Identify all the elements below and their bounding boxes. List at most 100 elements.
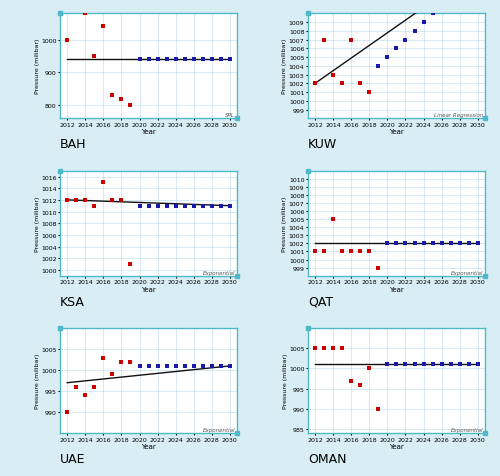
Point	[474, 240, 482, 248]
Point	[208, 202, 216, 210]
Point	[392, 240, 400, 248]
Point	[136, 56, 143, 64]
Point	[366, 365, 374, 373]
Point	[180, 56, 188, 64]
Point	[82, 197, 90, 204]
Point	[100, 23, 108, 31]
Point	[356, 381, 364, 388]
Point	[384, 240, 392, 248]
Point	[72, 383, 80, 391]
Point	[126, 261, 134, 268]
X-axis label: Year: Year	[389, 443, 404, 449]
Point	[144, 362, 152, 370]
Point	[172, 362, 179, 370]
Point	[72, 0, 80, 5]
Point	[464, 361, 472, 368]
Point	[348, 377, 356, 385]
X-axis label: Year: Year	[141, 129, 156, 135]
Point	[118, 358, 126, 366]
Point	[438, 361, 446, 368]
Point	[144, 56, 152, 64]
Point	[63, 408, 71, 416]
Point	[190, 56, 198, 64]
Point	[392, 361, 400, 368]
Point	[402, 361, 409, 368]
Point	[402, 37, 409, 44]
Point	[338, 248, 346, 256]
Point	[374, 405, 382, 413]
Point	[63, 197, 71, 204]
Point	[108, 197, 116, 204]
Point	[320, 248, 328, 256]
Point	[329, 71, 337, 79]
Point	[199, 56, 207, 64]
Point	[348, 37, 356, 44]
Point	[217, 202, 225, 210]
Point	[180, 202, 188, 210]
Point	[392, 45, 400, 53]
Point	[162, 362, 170, 370]
Point	[438, 240, 446, 248]
Point	[402, 240, 409, 248]
Point	[410, 240, 418, 248]
Point	[82, 392, 90, 399]
Point	[446, 361, 454, 368]
Y-axis label: Pressure (milibar): Pressure (milibar)	[282, 39, 288, 94]
Point	[108, 371, 116, 378]
Point	[199, 202, 207, 210]
Y-axis label: Pressure (milibar): Pressure (milibar)	[34, 353, 40, 408]
Point	[90, 53, 98, 60]
Point	[208, 56, 216, 64]
Text: Exponential: Exponential	[203, 270, 235, 275]
Point	[154, 56, 162, 64]
Point	[356, 248, 364, 256]
Point	[384, 361, 392, 368]
X-axis label: Year: Year	[141, 286, 156, 292]
Point	[162, 202, 170, 210]
Point	[338, 345, 346, 352]
Point	[208, 362, 216, 370]
Text: BAH: BAH	[60, 138, 86, 151]
Point	[366, 248, 374, 256]
Point	[329, 345, 337, 352]
Text: KSA: KSA	[60, 295, 85, 308]
Point	[217, 362, 225, 370]
Point	[456, 240, 464, 248]
Point	[144, 202, 152, 210]
Point	[118, 197, 126, 204]
Point	[226, 202, 234, 210]
Point	[226, 362, 234, 370]
Point	[410, 361, 418, 368]
Point	[311, 248, 319, 256]
Point	[338, 80, 346, 88]
Point	[126, 102, 134, 110]
Point	[410, 28, 418, 36]
Point	[126, 358, 134, 366]
Y-axis label: Pressure (milibar): Pressure (milibar)	[282, 353, 288, 408]
Point	[217, 56, 225, 64]
Point	[90, 383, 98, 391]
Point	[348, 248, 356, 256]
Point	[420, 361, 428, 368]
Point	[162, 56, 170, 64]
Text: OMAN: OMAN	[308, 452, 346, 465]
X-axis label: Year: Year	[389, 129, 404, 135]
Point	[190, 362, 198, 370]
Text: UAE: UAE	[60, 452, 86, 465]
Point	[428, 361, 436, 368]
Point	[100, 354, 108, 362]
Point	[464, 240, 472, 248]
Point	[320, 345, 328, 352]
Text: SPL: SPL	[226, 113, 235, 118]
Point	[63, 37, 71, 44]
Point	[154, 362, 162, 370]
Point	[446, 240, 454, 248]
Text: KUW: KUW	[308, 138, 337, 151]
Point	[172, 56, 179, 64]
Point	[420, 240, 428, 248]
Point	[420, 19, 428, 27]
Point	[428, 10, 436, 18]
Point	[311, 345, 319, 352]
Text: Linear Regression: Linear Regression	[434, 113, 483, 118]
X-axis label: Year: Year	[389, 286, 404, 292]
